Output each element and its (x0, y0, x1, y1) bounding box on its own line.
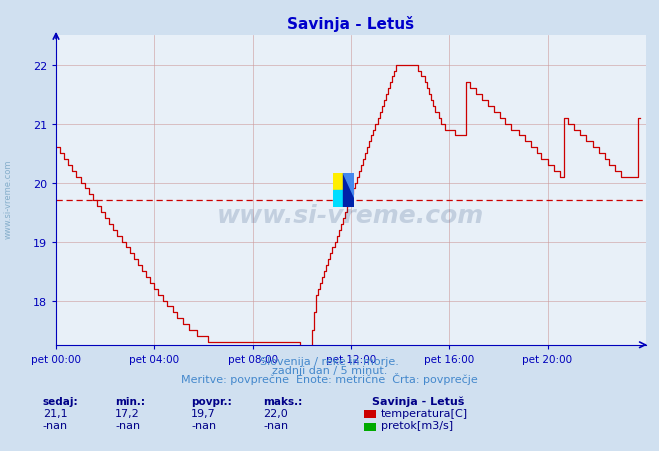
Text: temperatura[C]: temperatura[C] (381, 408, 468, 418)
Text: -nan: -nan (264, 420, 289, 430)
Polygon shape (343, 174, 354, 198)
Text: pretok[m3/s]: pretok[m3/s] (381, 420, 453, 430)
Text: 17,2: 17,2 (115, 408, 140, 418)
Title: Savinja - Letuš: Savinja - Letuš (287, 16, 415, 32)
Text: Meritve: povprečne  Enote: metrične  Črta: povprečje: Meritve: povprečne Enote: metrične Črta:… (181, 373, 478, 384)
Text: www.si-vreme.com: www.si-vreme.com (217, 203, 484, 227)
Text: maks.:: maks.: (264, 396, 303, 405)
Bar (333, 174, 343, 190)
Text: povpr.:: povpr.: (191, 396, 232, 405)
Text: 19,7: 19,7 (191, 408, 216, 418)
Text: 22,0: 22,0 (264, 408, 289, 418)
Text: zadnji dan / 5 minut.: zadnji dan / 5 minut. (272, 365, 387, 375)
Text: -nan: -nan (43, 420, 68, 430)
Text: min.:: min.: (115, 396, 146, 405)
Text: sedaj:: sedaj: (43, 396, 78, 405)
Text: Slovenija / reke in morje.: Slovenija / reke in morje. (260, 356, 399, 366)
Text: -nan: -nan (115, 420, 140, 430)
Text: -nan: -nan (191, 420, 216, 430)
Bar (333, 190, 343, 207)
Text: Savinja - Letuš: Savinja - Letuš (372, 395, 465, 405)
Text: www.si-vreme.com: www.si-vreme.com (4, 159, 13, 238)
Text: 21,1: 21,1 (43, 408, 67, 418)
Bar (343, 174, 354, 207)
